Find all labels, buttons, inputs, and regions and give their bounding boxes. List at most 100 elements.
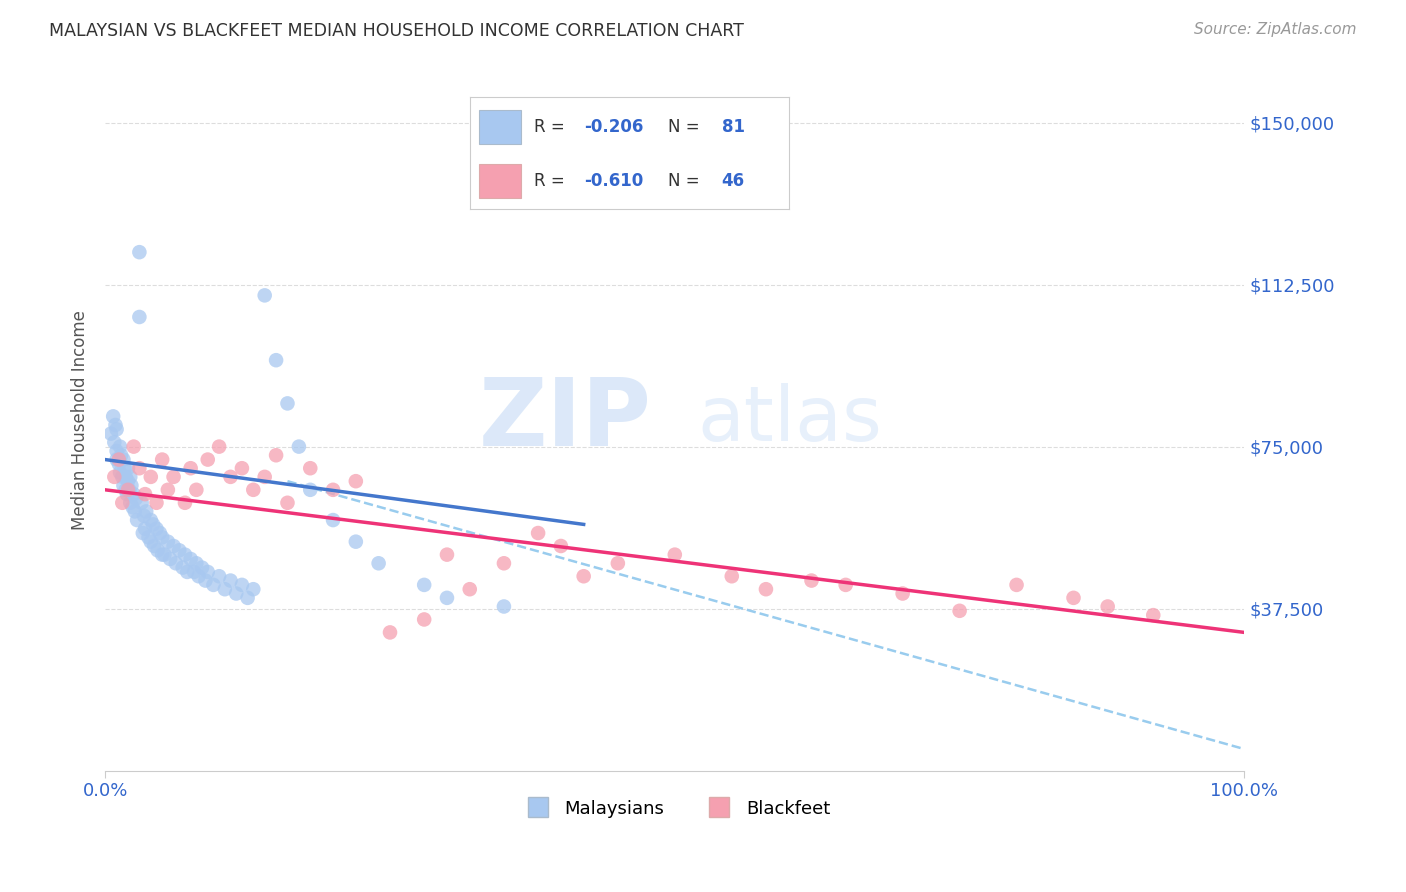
Point <box>436 591 458 605</box>
Point <box>132 526 155 541</box>
Point <box>122 487 145 501</box>
Point <box>153 548 176 562</box>
Point <box>145 522 167 536</box>
Point <box>110 448 132 462</box>
Point <box>231 461 253 475</box>
Point <box>253 288 276 302</box>
Point <box>121 500 143 515</box>
Point <box>114 470 136 484</box>
Text: ZIP: ZIP <box>479 374 652 466</box>
Point <box>264 353 287 368</box>
Point <box>322 483 344 497</box>
Point <box>139 534 162 549</box>
Point <box>378 625 401 640</box>
Point <box>720 569 742 583</box>
Text: Source: ZipAtlas.com: Source: ZipAtlas.com <box>1194 22 1357 37</box>
Point <box>117 474 139 488</box>
Point <box>131 496 153 510</box>
Point <box>1063 591 1085 605</box>
Point <box>186 556 208 570</box>
Point <box>322 513 344 527</box>
Point <box>176 565 198 579</box>
Point <box>187 569 209 583</box>
Point <box>1097 599 1119 614</box>
Point <box>186 483 208 497</box>
Text: MALAYSIAN VS BLACKFEET MEDIAN HOUSEHOLD INCOME CORRELATION CHART: MALAYSIAN VS BLACKFEET MEDIAN HOUSEHOLD … <box>49 22 744 40</box>
Point <box>156 534 179 549</box>
Point <box>191 560 214 574</box>
Point <box>103 409 125 424</box>
Point <box>124 504 146 518</box>
Point <box>156 483 179 497</box>
Point <box>197 452 219 467</box>
Point <box>103 470 125 484</box>
Point <box>120 478 142 492</box>
Point <box>367 556 389 570</box>
Point <box>413 578 436 592</box>
Point <box>174 496 197 510</box>
Point <box>112 452 135 467</box>
Point <box>1005 578 1028 592</box>
Point <box>143 539 166 553</box>
Point <box>162 470 184 484</box>
Point <box>150 548 173 562</box>
Point <box>132 508 155 523</box>
Point <box>108 440 131 454</box>
Point <box>122 440 145 454</box>
Point <box>288 440 311 454</box>
Point <box>104 417 127 432</box>
Point <box>117 483 139 497</box>
Point <box>202 578 225 592</box>
Point <box>276 396 298 410</box>
Point <box>150 530 173 544</box>
Point <box>208 440 231 454</box>
Point <box>299 483 322 497</box>
Point <box>165 556 187 570</box>
Point <box>219 470 242 484</box>
Point <box>120 470 142 484</box>
Point <box>344 534 367 549</box>
Point <box>105 422 128 436</box>
Point <box>606 556 628 570</box>
Point <box>149 526 172 541</box>
Point <box>138 530 160 544</box>
Point <box>118 483 141 497</box>
Point <box>172 560 194 574</box>
Point <box>527 526 550 541</box>
Point <box>276 496 298 510</box>
Point <box>755 582 778 597</box>
Point <box>413 612 436 626</box>
Point <box>834 578 856 592</box>
Point <box>139 513 162 527</box>
Point <box>458 582 481 597</box>
Point <box>134 487 156 501</box>
Point <box>145 496 167 510</box>
Point <box>231 578 253 592</box>
Point <box>115 487 138 501</box>
Point <box>135 504 157 518</box>
Point <box>492 599 515 614</box>
Point <box>127 513 149 527</box>
Point <box>128 310 150 324</box>
Point <box>114 483 136 497</box>
Point <box>159 552 181 566</box>
Point <box>125 491 148 506</box>
Text: atlas: atlas <box>697 383 883 457</box>
Point <box>183 565 205 579</box>
Point <box>167 543 190 558</box>
Point <box>664 548 686 562</box>
Point <box>197 565 219 579</box>
Point <box>242 483 264 497</box>
Point <box>162 539 184 553</box>
Point <box>344 474 367 488</box>
Point <box>142 517 165 532</box>
Point <box>194 574 217 588</box>
Point <box>114 461 136 475</box>
Point <box>208 569 231 583</box>
Point <box>949 604 972 618</box>
Point <box>180 461 202 475</box>
Point <box>128 245 150 260</box>
Point <box>180 552 202 566</box>
Point <box>108 466 131 480</box>
Point <box>214 582 236 597</box>
